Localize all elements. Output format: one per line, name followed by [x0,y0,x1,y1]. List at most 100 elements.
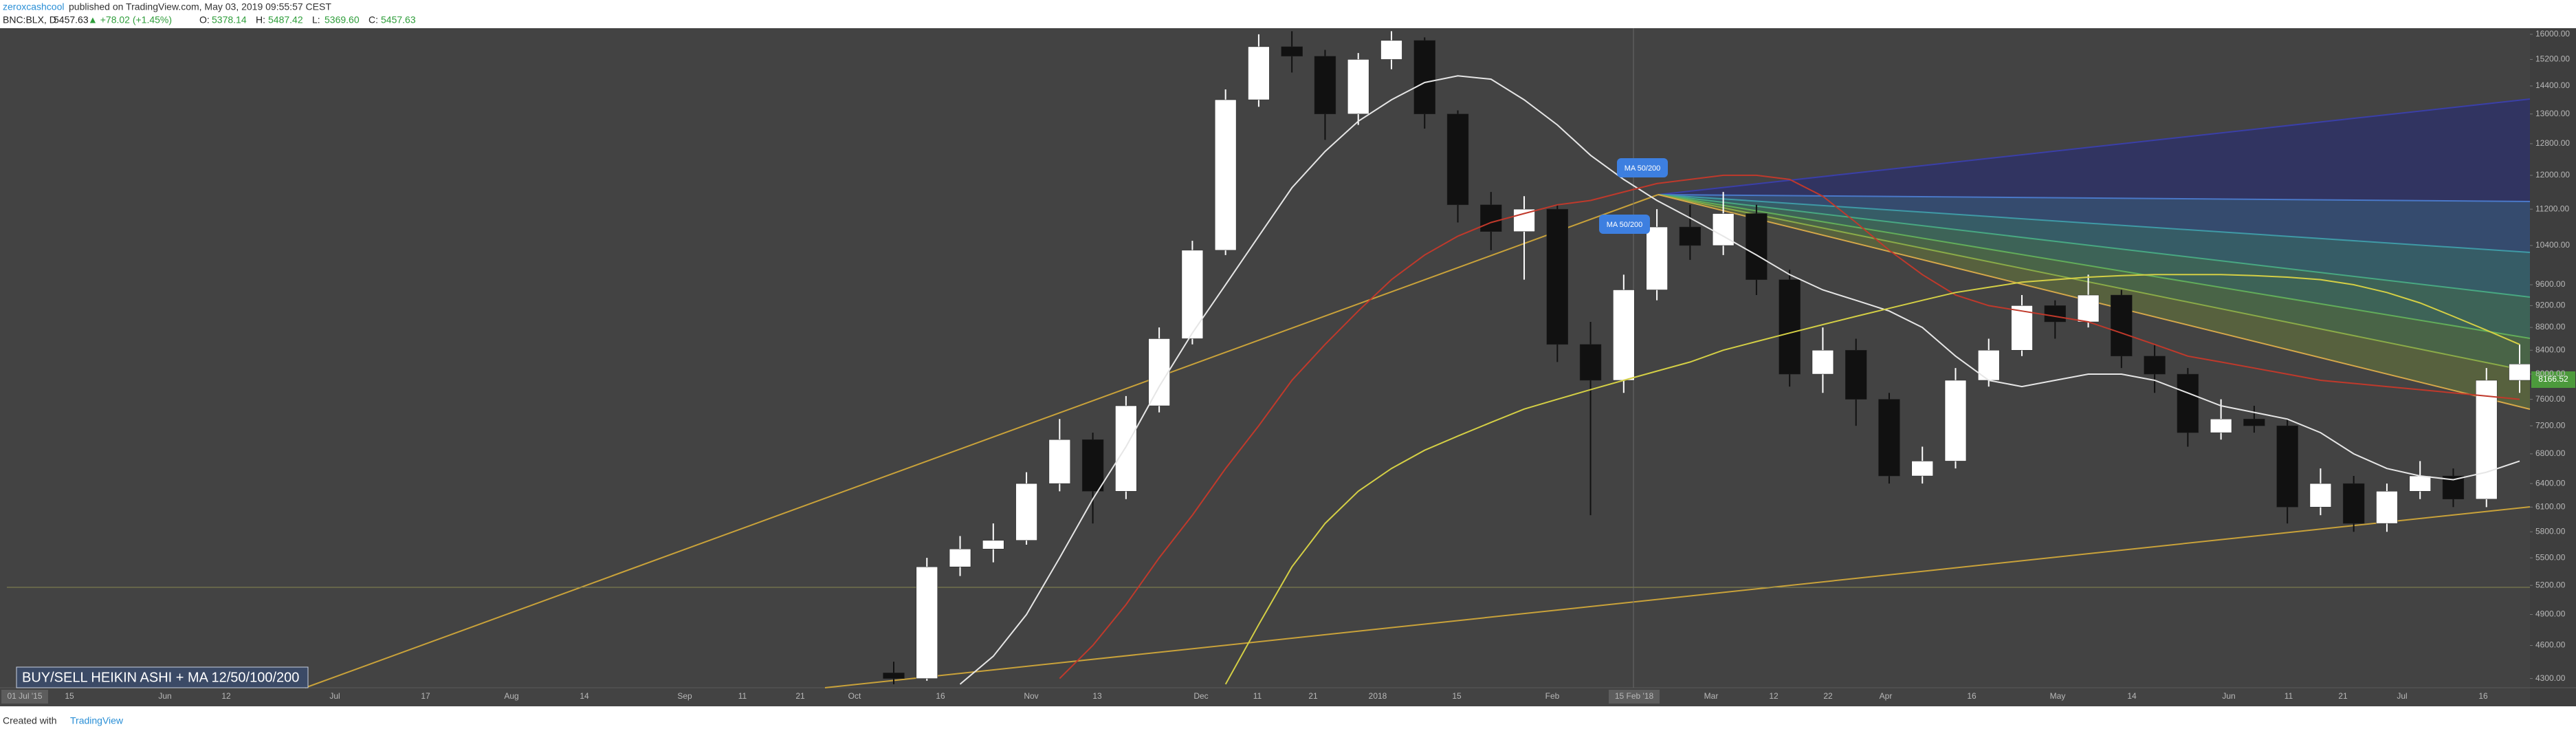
candle-body [2044,305,2066,323]
last-price-box [2531,371,2575,388]
candle-body [2509,364,2531,381]
candle-body [2177,373,2199,433]
x-tick-label: 15 [65,691,74,701]
ma-line [959,75,2520,685]
annotation-box [1617,158,1668,177]
y-tick-label: 8400.00 [2535,345,2566,354]
x-tick-label: 16 [2478,691,2488,701]
candle-body [1779,279,1801,375]
x-tick-label: 2018 [1369,691,1387,701]
price: 5457.63 [54,14,89,25]
x-tick-label: Jun [158,691,171,701]
x-tick-label: 17 [421,691,430,701]
y-tick-label: 11200.00 [2535,204,2569,213]
ma-line [1224,274,2520,685]
candle-body [1944,380,1967,461]
x-tick-label: Dec [1193,691,1208,701]
x-tick-label: May [2050,691,2066,701]
candle-body [1878,399,1900,477]
candle-body [1081,439,1104,492]
y-tick-label: 4600.00 [2535,640,2566,650]
ohlc-value: 5378.14 [212,14,247,25]
x-label-box [1,690,48,704]
annotation: MA 50/200 MA 50/200 [1599,158,1668,234]
x-tick-label: Mar [1704,691,1719,701]
fan-band [1658,99,2530,202]
y-tick-label: 6400.00 [2535,478,2566,488]
candle-body [1679,226,1702,246]
candle-body [1480,204,1502,232]
y-tick-label: 7600.00 [2535,394,2566,404]
ohlc-label: H: [256,14,265,25]
candle-body [1015,483,1037,541]
y-tick-label: 9600.00 [2535,279,2566,289]
ohlc-label: L: [312,14,320,25]
change: ▲ +78.02 (+1.45%) [88,14,172,25]
y-tick-label: 9200.00 [2535,301,2566,310]
candle-body [916,566,938,679]
x-tick-label: 12 [221,691,231,701]
study-label-box [16,666,309,688]
trend-line [824,506,2531,688]
x-tick-label: Apr [1880,691,1893,701]
x-tick-label: Nov [1024,691,1038,701]
candle-body [1812,349,1834,375]
candle-body [1746,213,1768,280]
candle-body [1845,349,1867,400]
candle-body [2077,294,2100,323]
x-tick-label: 15 [1452,691,1462,701]
crosshair-label-box [1609,690,1660,704]
y-tick-label: 6800.00 [2535,448,2566,458]
footer-brand: TradingView [70,715,124,726]
ohlc-value: 5457.63 [381,14,416,25]
candle-body [1314,56,1336,114]
y-tick-label: 6100.00 [2535,501,2566,511]
candle-body [1579,344,1602,381]
candle-body [1413,40,1435,114]
y-tick-label: 13600.00 [2535,109,2570,118]
author: zeroxcashcool [3,1,65,12]
y-tick-label: 8000.00 [2535,369,2566,378]
candle-body [1978,349,2000,381]
x-tick-label: 14 [580,691,589,701]
header: zeroxcashcool published on TradingView.c… [3,1,331,25]
x-tick-label: 16 [936,691,945,701]
x-tick-label: 14 [2127,691,2137,701]
candle-body [2243,419,2265,426]
candle-body [1347,59,1369,114]
candle-body [2210,419,2232,433]
x-tick-label: 21 [795,691,805,701]
x-tick-label: 12 [1769,691,1779,701]
x-tick-label: 11 [1253,691,1262,701]
candle-body [1281,46,1303,56]
candle-body [2376,491,2398,524]
ohlc-value: 5487.42 [268,14,303,25]
plot [883,31,2531,685]
x-tick-label: 16 [1967,691,1977,701]
candle-body [2276,425,2298,508]
candle-body [1115,405,1137,492]
annotation-text: MA 50/200 [1625,164,1661,173]
study-label: BUY/SELL HEIKIN ASHI + MA 12/50/100/200 [22,670,299,685]
x-tick-label: Jul [329,691,340,701]
y-tick-label: 7200.00 [2535,420,2566,430]
fan-line [1658,194,2531,372]
candle-body [1513,208,1535,232]
candle-body [2409,475,2431,492]
x-tick-label: 21 [2338,691,2348,701]
crosshair-label: 15 Feb '18 [1615,691,1654,701]
candle-body [2342,483,2365,524]
candle-body [1911,461,1933,477]
x-tick-label: Aug [504,691,518,701]
candle-body [2144,356,2166,375]
x-tick-label: Jul [2397,691,2407,701]
trend-line [305,194,1659,688]
x-tick-label: Oct [848,691,861,701]
x-tick-label: 01 Jul '15 [8,691,43,701]
ohlc-value: 5369.60 [324,14,360,25]
fan-line [1658,194,2531,339]
fan-line [1658,194,2531,253]
annotation-box [1599,215,1650,234]
